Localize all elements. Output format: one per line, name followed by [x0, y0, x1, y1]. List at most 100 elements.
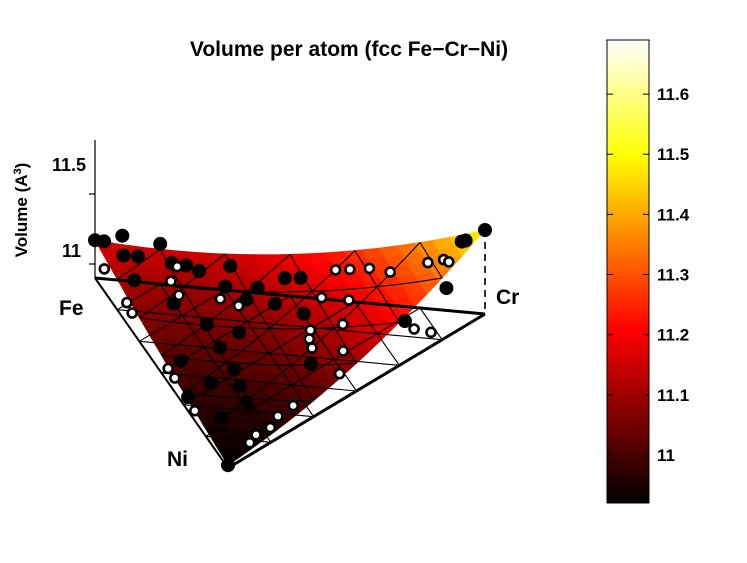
data-point-black [221, 458, 235, 473]
colorbar-tick-label: 11.2 [657, 326, 689, 345]
data-point-black [97, 234, 112, 249]
data-point-black [218, 279, 233, 294]
data-point-black [268, 296, 282, 311]
data-point-black [131, 249, 145, 264]
colorbar-ticks: 11.6 11.5 11.4 11.3 11.2 11.1 11 [607, 85, 690, 465]
data-point-white [264, 421, 277, 434]
data-point-white [343, 294, 355, 306]
z-axis-label-sup: 3 [12, 168, 24, 174]
data-point-white [250, 428, 262, 441]
data-point-black [223, 259, 238, 273]
data-point-black [115, 228, 130, 243]
data-point-black [174, 353, 188, 368]
data-point-white [272, 410, 284, 423]
data-point-white [384, 266, 397, 278]
data-point-black [296, 306, 311, 321]
z-tick-label: 11 [62, 241, 81, 261]
base-edge-fe-cr [94, 276, 486, 316]
colorbar-tick-label: 11.6 [657, 85, 689, 104]
colorbar-tick-label: 11.4 [657, 205, 690, 224]
data-point-white [442, 256, 455, 268]
data-point-black [277, 271, 292, 286]
data-point-black [192, 264, 207, 278]
data-point-white [243, 436, 256, 449]
colorbar-tick-label: 11.3 [657, 266, 689, 285]
data-point-white [337, 345, 350, 357]
data-point-black [293, 270, 308, 285]
data-point-black [397, 314, 412, 328]
base-edge-fe-ni [94, 277, 229, 469]
base-grid-line [354, 301, 400, 366]
data-point-black [181, 390, 196, 404]
data-point-white [306, 342, 318, 354]
base-grid-line [419, 307, 443, 340]
data-point-white [329, 264, 342, 276]
data-point-black [439, 281, 454, 296]
data-point-white [98, 263, 111, 275]
base-grid-line [139, 289, 226, 342]
data-point-white [422, 256, 434, 269]
base-grid-line [183, 404, 314, 418]
data-point-white [162, 362, 174, 375]
data-points [88, 223, 492, 473]
base-grid-line [117, 309, 443, 341]
data-point-black [213, 340, 227, 355]
data-point-white [189, 404, 201, 417]
base-grid-line [161, 372, 357, 392]
base-grid-line [205, 435, 271, 443]
surface-grid-line [161, 354, 357, 366]
data-point-black [239, 395, 254, 410]
base-grid-line [205, 307, 421, 437]
surface-grid-line [139, 317, 400, 330]
data-point-white [232, 299, 245, 312]
axes [89, 140, 486, 470]
z-tick-label: 11.5 [52, 155, 86, 175]
corner-label-cr: Cr [496, 286, 519, 309]
data-point-black [199, 317, 214, 332]
base-grid-line [139, 340, 400, 366]
data-point-black [250, 280, 265, 295]
data-point-black [233, 378, 247, 393]
data-point-white [344, 263, 356, 276]
data-point-white [336, 318, 349, 331]
data-point-black [153, 236, 168, 251]
data-point-black [232, 325, 247, 340]
base-edge-cr-ni [227, 312, 486, 470]
data-point-white [408, 323, 420, 335]
data-point-white [169, 372, 181, 384]
data-point-black [213, 410, 228, 425]
colorbar-tick-label: 11.1 [657, 386, 689, 405]
data-point-white [171, 260, 183, 273]
data-point-black [478, 223, 492, 237]
data-point-black [227, 362, 242, 377]
data-point-white [333, 367, 346, 380]
data-point-white [121, 296, 133, 309]
chart-title: Volume per atom (fcc Fe−Cr−Ni) [190, 38, 508, 61]
data-point-black [204, 376, 219, 391]
surface-grid-line [354, 250, 400, 323]
corner-label-ni: Ni [167, 448, 188, 471]
colorbar [606, 39, 650, 504]
colorbar-tick-label: 11.5 [657, 145, 689, 164]
data-point-white [165, 275, 177, 288]
data-point-white [315, 291, 328, 304]
data-point-black [127, 273, 142, 288]
z-axis-label: Volume (A3) [12, 163, 31, 258]
data-point-white [173, 289, 185, 302]
z-axis-label-main: Volume (A [12, 174, 31, 257]
data-point-white [303, 333, 316, 345]
data-point-black [454, 234, 469, 249]
data-point-white [126, 307, 138, 319]
data-point-black [303, 356, 318, 371]
surface-grid-line [116, 248, 161, 280]
colorbar-tick-label: 11 [657, 446, 675, 465]
data-point-black [116, 248, 131, 263]
data-point-white [214, 293, 227, 305]
surface-grid-line [161, 253, 291, 356]
data-point-white [425, 326, 437, 339]
z-axis-label-tail: ) [12, 163, 31, 169]
corner-label-fe: Fe [59, 297, 84, 320]
data-point-white [287, 399, 300, 412]
base-grid-line [159, 283, 272, 443]
